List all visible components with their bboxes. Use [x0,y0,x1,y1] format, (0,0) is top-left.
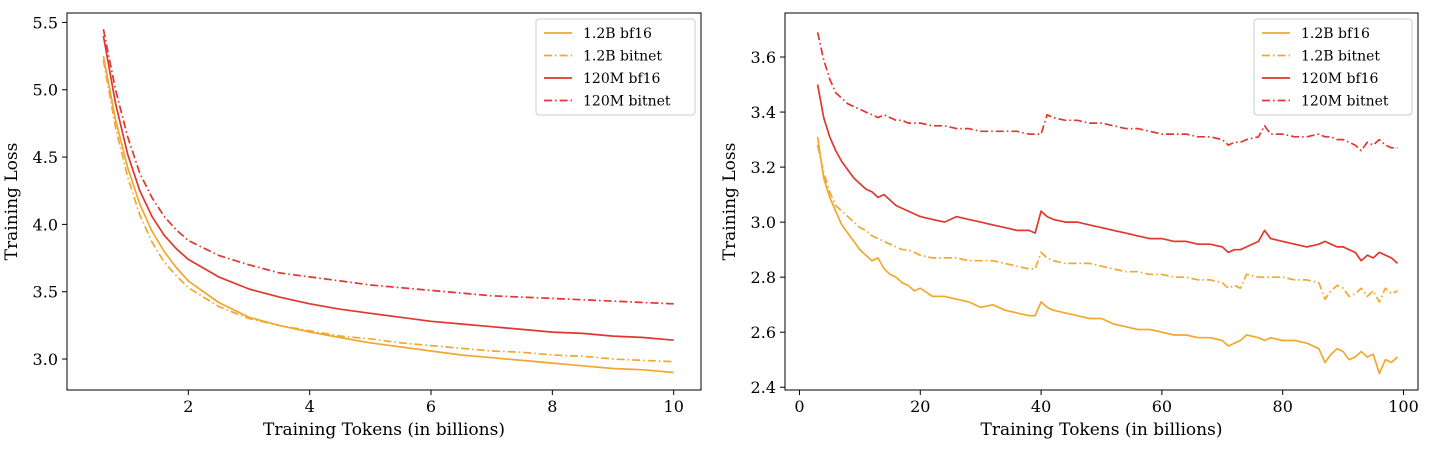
chart-panel-1: 2 4 6 8 10 3.0 3.5 4.0 4.5 5.0 5.5 Training Tokens … [2,12,702,440]
series-line-120m-bf16 [102,35,674,342]
legend-box [1253,18,1413,116]
legend: 1.2B bf16 1.2B bitnet 120M bf16 120M bitnet [1253,18,1413,116]
x-tick-label: 2 [183,397,193,416]
x-axis-label: Training Tokens (in billions) [981,420,1223,440]
x-tick-label: 6 [426,397,436,416]
y-tick-label: 5.0 [33,81,58,100]
x-axis-label: Training Tokens (in billions) [263,420,505,440]
series-line-120m-bitnet [816,32,1398,152]
x-tick-label: 8 [547,397,557,416]
x-tick-label: 20 [910,397,930,416]
legend-label: 1.2B bf16 [583,26,652,42]
y-tick-label: 2.6 [751,323,776,342]
y-axis-label: Training Loss [720,143,740,261]
x-tick-label: 0 [794,397,804,416]
y-tick-label: 3.4 [751,103,776,122]
series-line-1.2b-bf16 [102,55,674,374]
legend-label: 1.2B bitnet [583,49,662,65]
plot-frame [784,12,1419,391]
x-tick-label: 4 [305,397,315,416]
x-tick-label: 80 [1273,397,1293,416]
legend-label: 120M bf16 [1301,71,1379,87]
x-tick-label: 60 [1152,397,1172,416]
legend-box [535,18,696,116]
y-tick-label: 3.6 [751,48,776,67]
plot-frame [66,12,702,391]
series-line-1.2b-bitnet [102,59,674,363]
y-tick-label: 3.0 [751,213,776,232]
series-line-1.2b-bf16 [816,136,1399,375]
series-line-120m-bf16 [816,84,1399,265]
legend-label: 120M bitnet [583,94,671,110]
y-tick-label: 3.5 [33,283,58,302]
legend: 1.2B bf16 1.2B bitnet 120M bf16 120M bitnet [535,18,696,116]
x-tick-label: 10 [664,397,684,416]
x-tick-label: 40 [1031,397,1051,416]
y-tick-label: 3.0 [33,350,58,369]
y-tick-label: 4.0 [33,215,58,234]
series-line-120m-bitnet [102,29,674,305]
y-tick-label: 2.4 [751,378,776,397]
x-tick-label: 100 [1388,397,1419,416]
y-tick-label: 3.2 [751,158,776,177]
y-tick-label: 5.5 [33,13,58,32]
legend-label: 1.2B bf16 [1301,26,1370,42]
legend-label: 120M bf16 [583,71,661,87]
chart-panel-2: 0 20 40 60 80 100 2.4 2.6 2.8 3.0 3.2 3.4 3.6 Trainin… [720,12,1419,440]
y-tick-label: 2.8 [751,268,776,287]
legend-label: 1.2B bitnet [1301,49,1380,65]
y-axis-label: Training Loss [2,143,22,261]
y-tick-label: 4.5 [33,148,58,167]
series-line-1.2b-bitnet [816,144,1398,303]
legend-label: 120M bitnet [1301,94,1389,110]
